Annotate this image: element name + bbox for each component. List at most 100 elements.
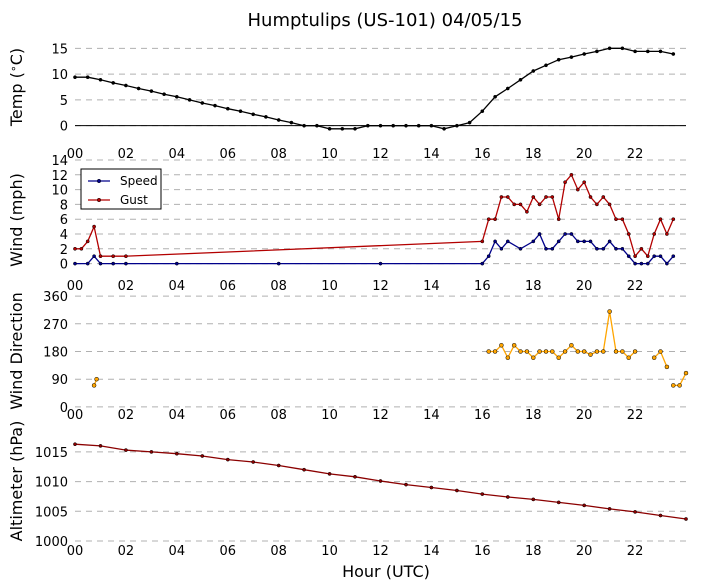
data-point-wind xyxy=(626,254,631,259)
data-point-temp xyxy=(85,75,90,80)
x-tick-label-wind: 06 xyxy=(219,279,236,294)
y-tick-label-wind: 14 xyxy=(51,154,68,169)
data-point-temp xyxy=(582,52,587,56)
chart-title: Humptulips (US-101) 04/05/15 xyxy=(248,10,523,31)
x-tick-label-direction: 14 xyxy=(423,408,440,423)
data-point-temp xyxy=(671,52,676,56)
data-point-temp xyxy=(658,49,663,54)
data-point-wind xyxy=(620,217,625,222)
data-point-temp xyxy=(556,57,561,62)
x-tick-label-altimeter: 10 xyxy=(321,544,338,559)
panel-direction: 0 90 180 270 360 00 02 04 06 08 10 12 14 16 18 20 22 Wind… xyxy=(7,290,689,423)
data-point-wind xyxy=(607,202,612,207)
data-point-wind xyxy=(569,172,574,177)
y-axis-label-altimeter: Altimeter (hPa) xyxy=(7,421,26,542)
data-point-temp xyxy=(213,103,217,108)
data-point-wind xyxy=(486,254,491,259)
data-point-wind xyxy=(531,239,536,244)
data-point-wind xyxy=(563,180,567,185)
legend-box xyxy=(80,168,162,210)
data-point-direction xyxy=(562,349,568,354)
data-point-wind xyxy=(493,217,497,222)
data-point-temp xyxy=(404,123,408,128)
x-tick-label-temp: 22 xyxy=(627,147,644,162)
y-tick-label-wind: 10 xyxy=(51,184,68,199)
data-point-temp xyxy=(569,55,574,59)
data-point-wind xyxy=(111,261,116,266)
legend-label-speed: Speed xyxy=(120,174,158,188)
data-point-wind xyxy=(499,195,504,199)
x-tick-label-wind: 14 xyxy=(423,279,440,294)
data-point-wind xyxy=(537,232,542,236)
data-point-direction xyxy=(658,349,663,354)
data-point-wind xyxy=(505,239,510,244)
data-point-temp xyxy=(493,94,497,99)
y-tick-label-temp: 5 xyxy=(60,94,68,109)
data-point-temp xyxy=(391,123,396,128)
data-point-direction xyxy=(677,383,682,388)
data-point-wind xyxy=(544,195,548,199)
data-point-temp xyxy=(340,126,345,131)
data-point-direction xyxy=(492,349,498,354)
data-point-altimeter xyxy=(73,442,77,447)
data-point-wind xyxy=(601,195,606,199)
y-tick-label-direction: 180 xyxy=(43,346,68,361)
data-point-wind xyxy=(607,239,612,244)
x-tick-label-direction: 18 xyxy=(525,408,542,423)
data-point-altimeter xyxy=(684,517,688,521)
data-point-direction xyxy=(499,343,504,348)
data-point-wind xyxy=(518,246,523,251)
data-point-altimeter xyxy=(531,497,536,502)
x-axis-label: Hour (UTC) xyxy=(342,562,430,581)
legend-marker-speed xyxy=(96,178,102,184)
data-point-wind xyxy=(550,246,555,251)
data-point-temp xyxy=(136,86,141,91)
series-line-direction xyxy=(653,350,668,368)
data-point-wind xyxy=(639,246,644,251)
series-line-wind-gust xyxy=(75,173,674,258)
y-tick-label-wind: 2 xyxy=(60,243,68,258)
data-point-altimeter xyxy=(404,482,408,487)
y-axis-label-direction: Wind Direction xyxy=(7,292,26,410)
data-point-temp xyxy=(645,49,650,54)
data-point-direction xyxy=(683,370,689,376)
data-point-wind xyxy=(595,246,599,251)
data-point-altimeter xyxy=(633,510,637,514)
data-point-wind xyxy=(569,232,574,236)
data-point-temp xyxy=(505,86,510,91)
data-point-direction xyxy=(505,355,511,360)
x-tick-label-wind: 22 xyxy=(627,279,644,294)
data-point-altimeter xyxy=(124,448,128,452)
data-point-temp xyxy=(518,77,523,82)
data-point-temp xyxy=(378,123,383,128)
data-point-altimeter xyxy=(174,451,179,456)
data-point-wind xyxy=(92,254,96,259)
x-tick-label-direction: 06 xyxy=(219,408,236,423)
data-point-temp xyxy=(607,46,612,51)
data-point-wind xyxy=(92,224,96,229)
x-tick-label-altimeter: 22 xyxy=(627,544,644,559)
data-point-temp xyxy=(620,46,625,51)
data-point-direction xyxy=(94,376,99,382)
data-point-altimeter xyxy=(200,454,205,458)
data-point-altimeter xyxy=(98,444,103,448)
data-point-direction xyxy=(607,309,612,314)
y-tick-label-altimeter: 1005 xyxy=(35,505,68,520)
data-point-direction xyxy=(91,383,97,388)
data-point-wind xyxy=(505,195,510,199)
data-point-temp xyxy=(200,101,205,105)
data-point-direction xyxy=(671,383,676,388)
data-point-direction xyxy=(511,343,517,348)
data-point-temp xyxy=(327,126,332,131)
data-point-altimeter xyxy=(505,495,510,499)
data-point-wind xyxy=(575,239,580,244)
data-point-temp xyxy=(416,123,421,128)
data-point-altimeter xyxy=(658,513,663,518)
data-point-altimeter xyxy=(582,503,587,508)
data-point-temp xyxy=(455,123,459,128)
x-tick-label-temp: 10 xyxy=(321,147,338,162)
y-axis-label-wind: Wind (mph) xyxy=(7,173,26,267)
x-tick-label-direction: 08 xyxy=(270,408,287,423)
data-point-wind xyxy=(499,246,504,251)
x-tick-label-altimeter: 20 xyxy=(576,544,593,559)
